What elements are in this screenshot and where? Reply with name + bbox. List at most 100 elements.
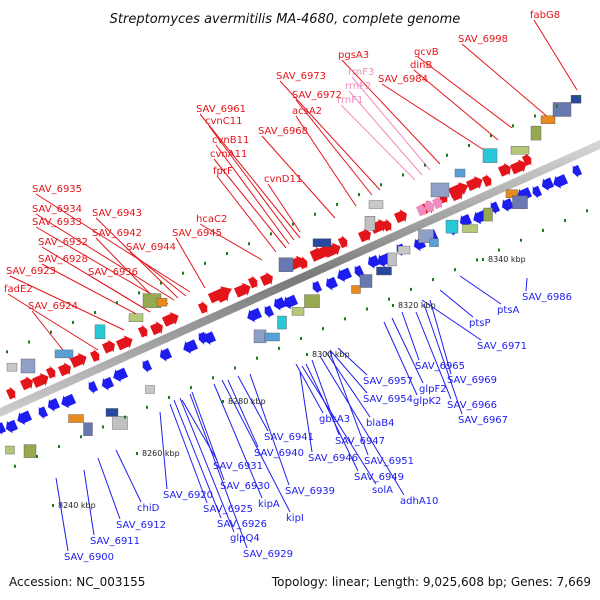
top-label[interactable]: SAV_6933 bbox=[32, 217, 82, 228]
top-label[interactable]: SAV_6943 bbox=[92, 208, 142, 219]
bottom-label[interactable]: SAV_6951 bbox=[364, 456, 414, 467]
top-label[interactable]: pgsA3 bbox=[338, 50, 369, 61]
top-label[interactable]: SAV_6972 bbox=[292, 90, 342, 101]
bottom-label[interactable]: glpK2 bbox=[413, 396, 441, 407]
forward-gene-arrow bbox=[465, 176, 483, 192]
ruler-tick bbox=[52, 504, 54, 507]
bottom-label[interactable]: SAV_6967 bbox=[458, 415, 508, 426]
top-label[interactable]: SAV_6928 bbox=[38, 254, 88, 265]
top-label[interactable]: SAV_6945 bbox=[172, 228, 222, 239]
bottom-label[interactable]: SAV_6971 bbox=[477, 341, 527, 352]
forward-gene-arrow bbox=[357, 228, 371, 243]
forward-gene-arrow bbox=[247, 275, 258, 289]
top-label[interactable]: SAV_6935 bbox=[32, 184, 82, 195]
top-label[interactable]: rrnF1 bbox=[337, 95, 363, 106]
bottom-label[interactable]: SAV_6941 bbox=[264, 432, 314, 443]
top-label[interactable]: SAV_6998 bbox=[458, 34, 508, 45]
track-dot bbox=[58, 445, 60, 449]
bottom-label[interactable]: chiD bbox=[137, 503, 160, 514]
top-label[interactable]: fabG8 bbox=[530, 10, 560, 21]
feature-box bbox=[6, 362, 18, 372]
reverse-gene-arrow bbox=[38, 406, 49, 420]
top-label[interactable]: SAV_6984 bbox=[378, 74, 428, 85]
bottom-label[interactable]: SAV_6966 bbox=[447, 400, 497, 411]
top-label[interactable]: cvnB11 bbox=[212, 135, 249, 146]
top-label[interactable]: SAV_6942 bbox=[92, 228, 142, 239]
bottom-label[interactable]: ptsA bbox=[497, 305, 519, 316]
leader-line bbox=[83, 469, 95, 536]
bottom-label[interactable]: SAV_6925 bbox=[203, 504, 253, 515]
top-label[interactable]: hcaC2 bbox=[196, 214, 227, 225]
bottom-label[interactable]: kipI bbox=[286, 513, 304, 524]
bottom-label[interactable]: glpQ4 bbox=[230, 533, 260, 544]
bottom-label[interactable]: gbsA3 bbox=[319, 414, 350, 425]
leader-line bbox=[401, 311, 420, 361]
top-label[interactable]: cvnC11 bbox=[205, 116, 242, 127]
top-label[interactable]: SAV_6973 bbox=[276, 71, 326, 82]
top-label[interactable]: cvnA11 bbox=[210, 149, 247, 160]
bottom-label[interactable]: SAV_6939 bbox=[285, 486, 335, 497]
bottom-label[interactable]: kipA bbox=[258, 499, 280, 510]
feature-box bbox=[552, 102, 572, 117]
feature-box bbox=[83, 422, 93, 436]
bottom-label[interactable]: SAV_6949 bbox=[354, 472, 404, 483]
bottom-label[interactable]: blaB4 bbox=[366, 418, 394, 429]
ruler-tick bbox=[482, 258, 484, 261]
feature-box bbox=[145, 385, 155, 394]
bottom-label[interactable]: SAV_6930 bbox=[220, 481, 270, 492]
top-label[interactable]: rrnF2 bbox=[345, 81, 371, 92]
top-label[interactable]: SAV_6934 bbox=[32, 204, 82, 215]
bottom-label[interactable]: SAV_6931 bbox=[213, 461, 263, 472]
feature-box bbox=[23, 444, 37, 458]
top-label[interactable]: SAV_6923 bbox=[6, 266, 56, 277]
bottom-label[interactable]: SAV_6957 bbox=[363, 376, 413, 387]
bottom-label[interactable]: SAV_6954 bbox=[363, 394, 413, 405]
track-dot bbox=[212, 376, 214, 380]
top-label[interactable]: SAV_6944 bbox=[126, 242, 176, 253]
leader-line bbox=[417, 56, 513, 129]
track-dot bbox=[388, 297, 390, 301]
top-label[interactable]: SAV_6968 bbox=[258, 126, 308, 137]
top-label[interactable]: rrnF3 bbox=[348, 67, 374, 78]
track-dot bbox=[226, 252, 228, 256]
top-label[interactable]: cvnD11 bbox=[264, 174, 302, 185]
top-label[interactable]: fadE2 bbox=[4, 284, 33, 295]
bottom-label[interactable]: SAV_6900 bbox=[64, 552, 114, 563]
top-label[interactable]: acsA2 bbox=[292, 106, 322, 117]
forward-gene-arrow bbox=[233, 282, 251, 298]
top-label[interactable]: gcvB bbox=[414, 47, 439, 58]
bottom-label[interactable]: SAV_6920 bbox=[163, 490, 213, 501]
bottom-label[interactable]: SAV_6969 bbox=[447, 375, 497, 386]
bottom-label[interactable]: SAV_6911 bbox=[90, 536, 140, 547]
bottom-label[interactable]: solA bbox=[372, 485, 393, 496]
top-label[interactable]: SAV_6932 bbox=[38, 237, 88, 248]
feature-box bbox=[364, 216, 376, 231]
leader-line bbox=[439, 289, 474, 318]
bottom-label[interactable]: SAV_6929 bbox=[243, 549, 293, 560]
bottom-label[interactable]: SAV_6946 bbox=[308, 453, 358, 464]
bottom-label[interactable]: SAV_6940 bbox=[254, 448, 304, 459]
bottom-label[interactable]: glpF2 bbox=[419, 384, 447, 395]
bottom-label[interactable]: adhA10 bbox=[400, 496, 438, 507]
bottom-label[interactable]: SAV_6986 bbox=[522, 292, 572, 303]
leader-line bbox=[115, 449, 142, 503]
feature-box bbox=[278, 257, 294, 272]
track-dot bbox=[542, 228, 544, 232]
bottom-label[interactable]: SAV_6947 bbox=[335, 436, 385, 447]
track-dot bbox=[358, 193, 360, 197]
bottom-label[interactable]: ptsP bbox=[469, 318, 491, 329]
bottom-label[interactable]: SAV_6912 bbox=[116, 520, 166, 531]
feature-box bbox=[20, 358, 36, 374]
map-title: Streptomyces avermitilis MA-4680, comple… bbox=[110, 12, 461, 27]
top-label[interactable]: SAV_6924 bbox=[28, 301, 78, 312]
leader-line bbox=[337, 347, 368, 376]
leader-line bbox=[533, 19, 578, 91]
track-dot bbox=[366, 307, 368, 311]
bottom-label[interactable]: SAV_6965 bbox=[415, 361, 465, 372]
top-label[interactable]: SAV_6961 bbox=[196, 104, 246, 115]
top-label[interactable]: fprF bbox=[213, 166, 233, 177]
top-label[interactable]: SAV_6936 bbox=[88, 267, 138, 278]
top-label[interactable]: dinB bbox=[410, 60, 432, 71]
bottom-label[interactable]: SAV_6926 bbox=[217, 519, 267, 530]
feature-box bbox=[304, 294, 320, 308]
